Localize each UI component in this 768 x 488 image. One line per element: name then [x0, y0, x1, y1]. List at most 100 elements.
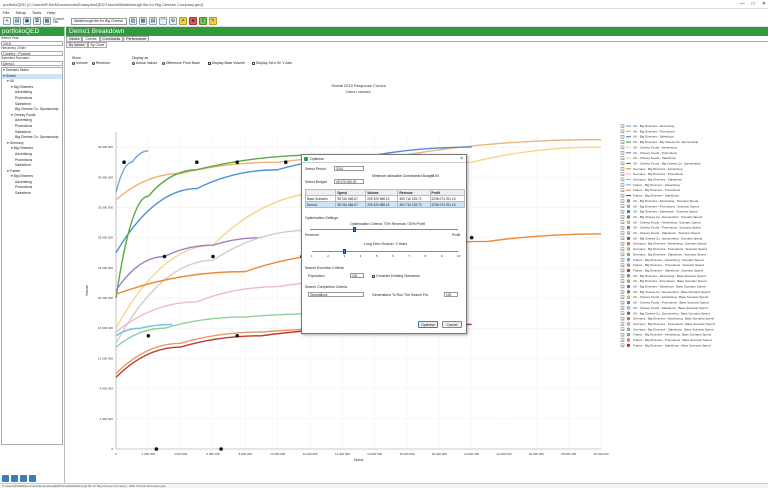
- tab-curves[interactable]: Curves: [82, 36, 100, 41]
- delete-icon[interactable]: [11, 474, 18, 482]
- tree-item[interactable]: ▾ Big Dimmers: [11, 84, 34, 89]
- scenario-spend-point: [154, 447, 159, 451]
- copy-icon[interactable]: ⧉: [33, 17, 41, 25]
- tree-item[interactable]: Promotions: [15, 123, 33, 128]
- tree-item[interactable]: ▾ Cheesy Foods: [11, 112, 36, 117]
- dialog-close-icon[interactable]: ×: [460, 156, 463, 162]
- scenario-select[interactable]: Walkthrough file for Big Cheese: [71, 17, 127, 25]
- legend-marker: [626, 311, 631, 315]
- tree-item[interactable]: Salesforce: [15, 191, 32, 196]
- legend-check-mark: [622, 125, 624, 128]
- legend-check-mark: [622, 243, 624, 245]
- dialog-title: Optimise: [310, 156, 324, 161]
- legend-check-mark: [622, 259, 624, 261]
- tree-item[interactable]: ▾ Big Dimmers: [11, 174, 34, 179]
- legend-entry: UK - Cheesy Foods - Advertising : Base S…: [633, 295, 708, 299]
- consider-existing-checkbox[interactable]: Consider Existing Scenarios: [372, 274, 420, 278]
- chart-icon[interactable]: ▥: [129, 17, 137, 25]
- display-zero-checkbox[interactable]: Display Zero On Y-Axis: [252, 61, 292, 65]
- tree-item[interactable]: Salesforce: [15, 163, 32, 168]
- menu-tools[interactable]: Tools: [31, 10, 42, 15]
- tree-item[interactable]: Salesforce: [15, 129, 32, 134]
- refresh-icon[interactable]: [20, 474, 27, 482]
- legend-checkbox: [620, 274, 625, 278]
- select-year-dropdown[interactable]: 2015: [1, 41, 63, 46]
- optimise-icon[interactable]: ⚙: [169, 17, 177, 25]
- lightbulb-icon[interactable]: ☀: [179, 17, 187, 25]
- close-button[interactable]: ✕: [761, 1, 766, 7]
- tree-item[interactable]: Advertising: [15, 179, 32, 184]
- subtab-by-values[interactable]: By Values: [66, 42, 88, 48]
- tree-item[interactable]: ▾ Scenario Notes: [3, 68, 29, 72]
- tree-item[interactable]: ▾ France: [7, 168, 21, 173]
- legend-check-mark: [622, 147, 624, 149]
- generations-input[interactable]: 100: [444, 292, 458, 297]
- curve-icon[interactable]: ⌒: [159, 17, 167, 25]
- export-icon[interactable]: ⇪: [199, 17, 207, 25]
- tree-item[interactable]: ▾ Global: [2, 73, 62, 80]
- period-dropdown[interactable]: 2015: [334, 166, 364, 171]
- actual-values-radio[interactable]: Actual Values: [132, 61, 157, 65]
- legend-marker: [626, 274, 631, 278]
- tree-item[interactable]: Promotions: [15, 157, 33, 162]
- tree-item[interactable]: ▾ Germany: [7, 140, 24, 145]
- tree-item[interactable]: Promotions: [15, 95, 33, 100]
- criteria-slider-thumb[interactable]: [352, 227, 356, 232]
- tree-item[interactable]: ▾ UK: [7, 79, 15, 84]
- menu-file[interactable]: File: [3, 10, 10, 15]
- difference-radio[interactable]: Difference From Base: [162, 61, 200, 65]
- show-volume-radio[interactable]: Volume: [72, 61, 88, 65]
- tree-item[interactable]: ▾ Big Dimmers: [11, 146, 34, 151]
- selected-scenario-dropdown[interactable]: Demo1: [1, 61, 63, 66]
- menu-help[interactable]: Help: [47, 10, 56, 15]
- tab-values[interactable]: Values: [66, 36, 83, 41]
- budget-input[interactable]: 49 470 000.00: [334, 179, 364, 184]
- table-row[interactable]: Demo1 98 016 666.67 209 320 988.15 463 7…: [304, 201, 466, 208]
- horizon-tick-label: 3: [343, 254, 346, 258]
- table-cell: 463 716 135.72: [397, 201, 431, 208]
- population-label: Population: [308, 274, 325, 278]
- cancel-button[interactable]: Cancel: [442, 321, 462, 328]
- show-revenue-radio[interactable]: Revenue: [92, 61, 110, 65]
- criteria-label: Optimisation Criteria: 70% Revenue / 30%…: [350, 222, 425, 226]
- population-input[interactable]: 100: [350, 273, 364, 278]
- legend-entry: Germany - Big Dimmers - Promotions : Sce…: [633, 247, 707, 251]
- settings-icon[interactable]: [29, 474, 36, 482]
- select-year-label: Select Year: [1, 36, 19, 40]
- print-icon[interactable]: ▦: [43, 17, 51, 25]
- grid-icon[interactable]: ▦: [139, 17, 147, 25]
- new-icon[interactable]: +: [3, 17, 11, 25]
- optimise-button[interactable]: Optimise: [418, 321, 438, 328]
- tree-item[interactable]: Big Cheese Co. Sponsorship: [15, 135, 59, 140]
- stop-icon[interactable]: ■: [189, 17, 197, 25]
- x-axis-label: Spend: [354, 458, 364, 462]
- table-icon[interactable]: ▤: [149, 17, 157, 25]
- legend-check-mark: [622, 339, 624, 342]
- tree-item[interactable]: Salesforce: [15, 101, 32, 106]
- hierarchy-dropdown[interactable]: Country - Product: [1, 51, 63, 56]
- save-icon[interactable]: ▣: [23, 17, 31, 25]
- display-base-volume-checkbox[interactable]: Display Base Volume: [208, 61, 245, 65]
- menu-setup[interactable]: Setup: [15, 10, 26, 15]
- legend-check-mark: [622, 254, 624, 256]
- subtab-by-chart[interactable]: By Chart: [87, 42, 108, 48]
- maximize-button[interactable]: □: [751, 1, 755, 7]
- edit-icon[interactable]: ✎: [209, 17, 217, 25]
- tree-item[interactable]: Advertising: [15, 118, 32, 123]
- minimize-button[interactable]: —: [739, 1, 745, 7]
- legend-marker: [626, 263, 631, 267]
- tree-item[interactable]: Promotions: [15, 185, 33, 190]
- x-tick-label: 2 000 000: [142, 452, 156, 456]
- tree-item[interactable]: Big Cheese Co. Sponsorship: [15, 107, 59, 112]
- legend-check-mark: [622, 216, 624, 219]
- open-icon[interactable]: ▤: [13, 17, 21, 25]
- tab-constraints[interactable]: Constraints: [99, 36, 124, 41]
- add-icon[interactable]: [2, 474, 9, 482]
- horizon-slider-thumb[interactable]: [342, 249, 346, 254]
- horizon-label: Long Term Horizon: 3 Years: [364, 242, 408, 246]
- tree-item[interactable]: Advertising: [15, 151, 32, 156]
- tab-performance[interactable]: Performance: [123, 36, 150, 41]
- tree-item[interactable]: Advertising: [15, 90, 32, 95]
- legend-marker: [626, 215, 631, 219]
- completion-dropdown[interactable]: Generations: [308, 292, 364, 297]
